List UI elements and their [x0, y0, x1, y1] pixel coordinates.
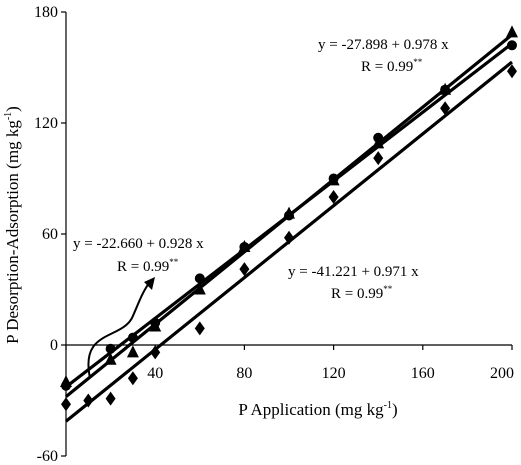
diamond-point	[194, 321, 205, 336]
y-tick-label: 180	[34, 4, 58, 21]
y-axis-label-text: P Desorption-Adsorption (mg kg	[3, 120, 22, 344]
x-tick-label: 200	[490, 365, 514, 382]
diamond-point	[150, 345, 161, 360]
y-tick-label: 120	[34, 115, 58, 132]
circle-point	[194, 273, 205, 284]
diamond-point	[239, 262, 250, 277]
circle-point	[150, 317, 161, 328]
circle-point	[328, 173, 339, 184]
eq3-r-text: R = 0.99	[331, 286, 383, 302]
eq3-r-sig: **	[383, 284, 393, 294]
x-tick-label: 40	[147, 365, 163, 382]
eq2-r-text: R = 0.99	[361, 59, 413, 75]
diamond-point	[127, 371, 138, 386]
eq1-r-text: R = 0.99	[117, 259, 169, 275]
diamond-point	[61, 397, 71, 412]
diamond-point	[284, 230, 294, 245]
y-axis-label-close: )	[3, 106, 22, 112]
data-points	[60, 25, 518, 412]
x-tick-label: 80	[236, 365, 252, 382]
y-axis-label-sup: -1	[3, 112, 14, 120]
triangle-point	[104, 352, 117, 365]
triangle-point	[506, 25, 518, 38]
x-tick-label: 120	[322, 365, 346, 382]
y-tick-label: -60	[37, 448, 58, 465]
circle-point	[507, 40, 517, 51]
eq3-r: R = 0.99**	[331, 284, 393, 302]
ticks	[61, 11, 513, 457]
circle-point	[105, 343, 116, 354]
diamond-point	[83, 393, 94, 408]
triangle-point	[193, 282, 206, 295]
y-tick-label: 60	[42, 226, 58, 243]
circle-point	[239, 241, 250, 252]
x-axis-label-sup: -1	[384, 400, 392, 411]
eq2-r-sig: **	[413, 57, 423, 67]
diamond-point	[440, 101, 451, 116]
eq1-line: y = -22.660 + 0.928 x	[73, 236, 204, 252]
eq2-r: R = 0.99**	[361, 57, 423, 75]
y-tick-label: 0	[50, 337, 58, 354]
diamond-point	[507, 64, 517, 79]
x-axis-label-close: )	[392, 400, 398, 419]
equations: y = -27.898 + 0.978 x R = 0.99** y = -22…	[73, 37, 449, 302]
annotation-arrow	[87, 277, 155, 379]
diamond-point	[373, 151, 384, 166]
x-axis-label-text: P Application (mg kg	[238, 400, 384, 419]
triangle-point	[126, 345, 139, 358]
circle-point	[284, 210, 294, 221]
x-tick-label: 160	[411, 365, 435, 382]
y-axis-label: P Desorption-Adsorption (mg kg-1)	[3, 106, 22, 344]
x-axis-label: P Application (mg kg-1)	[238, 400, 397, 419]
circle-point	[440, 84, 451, 95]
circle-point	[61, 380, 71, 391]
eq1-r: R = 0.99**	[117, 257, 179, 275]
diamond-point	[328, 190, 339, 204]
circle-point	[373, 132, 384, 143]
tick-labels: -60 0 60 120 180 40 80 120 160 200	[34, 4, 514, 465]
diamond-point	[105, 391, 116, 406]
eq1-r-sig: **	[169, 257, 179, 267]
eq3-line: y = -41.221 + 0.971 x	[288, 264, 419, 280]
eq2-line: y = -27.898 + 0.978 x	[318, 37, 449, 53]
circle-point	[127, 332, 138, 343]
